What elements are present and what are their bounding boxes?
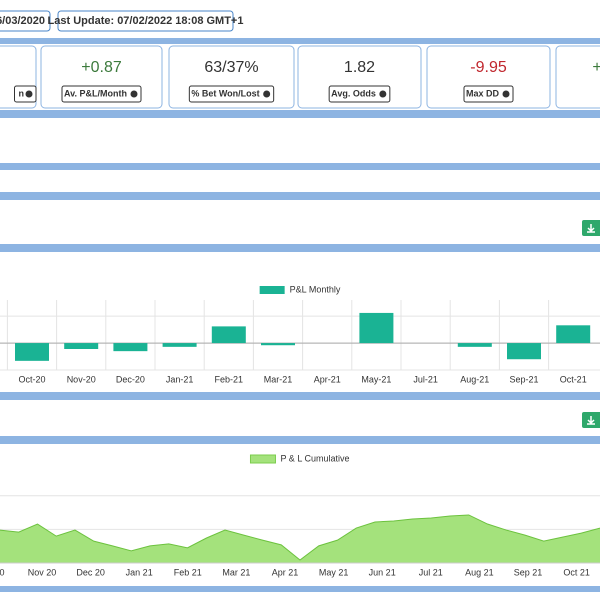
x-tick-label: May 21: [319, 567, 349, 577]
bar: [64, 343, 99, 349]
info-icon: [379, 90, 387, 98]
stat-label-box: [188, 85, 275, 103]
band: [0, 38, 600, 44]
x-tick-label: Dec 20: [76, 567, 105, 577]
x-tick-label: Oct 21: [563, 567, 590, 577]
x-tick-label: Jul-21: [413, 374, 438, 384]
band: [0, 192, 600, 200]
x-tick-label: Mar 21: [222, 567, 250, 577]
bar: [15, 343, 49, 361]
stat-card: [555, 45, 600, 109]
area: [0, 514, 600, 563]
x-tick-label: May-21: [361, 374, 391, 384]
stat-label-box: [463, 85, 514, 103]
x-tick-label: Apr 21: [272, 567, 299, 577]
band: [0, 392, 600, 400]
stat-card: [168, 45, 295, 109]
legend-swatch: [259, 286, 285, 294]
area-line: [0, 514, 600, 561]
download-button[interactable]: [582, 220, 600, 236]
legend-label: P & L Cumulative: [280, 453, 349, 463]
bar: [507, 343, 541, 360]
bar: [457, 343, 492, 347]
bar: [261, 343, 295, 346]
bar: [556, 325, 591, 344]
legend-swatch: [249, 454, 276, 464]
x-tick-label: Jan-21: [166, 374, 194, 384]
download-icon: [587, 416, 595, 425]
bar: [359, 312, 394, 344]
last-update: Last Update: 07/02/2022 18:08 GMT+1: [48, 15, 244, 27]
band: [0, 110, 600, 118]
stat-value: +: [592, 59, 600, 76]
band: [0, 163, 600, 170]
bar: [113, 343, 148, 352]
x-tick-label: Feb-21: [215, 374, 244, 384]
x-tick-label: Jun 21: [369, 567, 396, 577]
band: [0, 586, 600, 592]
info-icon: [25, 90, 33, 98]
stat-card: [0, 45, 37, 109]
x-tick-label: Sep-21: [509, 374, 538, 384]
x-tick-label: Feb 21: [174, 567, 202, 577]
x-tick-label: 0: [0, 567, 5, 577]
x-tick-label: Dec-20: [116, 374, 145, 384]
x-tick-label: Aug-21: [460, 374, 489, 384]
stat-card: [297, 45, 422, 109]
x-tick-label: Apr-21: [314, 374, 341, 384]
stat-value: -9.95: [470, 59, 507, 76]
x-tick-label: Oct-20: [18, 374, 45, 384]
stat-card: [40, 45, 163, 109]
stat-label: % Bet Won/Lost: [191, 88, 259, 98]
bands: [0, 38, 600, 592]
stat-label: Av. P&L/Month: [64, 88, 127, 98]
since: 6/03/2020: [0, 15, 45, 27]
info-icon: [263, 90, 271, 98]
stat-label: Avg. Odds: [331, 88, 376, 98]
stat-label-box: [328, 85, 391, 103]
stat-value: 1.82: [344, 59, 375, 76]
x-tick-label: Nov-20: [67, 374, 96, 384]
x-tick-label: Jul 21: [419, 567, 443, 577]
stat-value: 63/37%: [204, 59, 258, 76]
stat-label: Max DD: [466, 88, 500, 98]
download-button[interactable]: [582, 412, 600, 428]
band: [0, 436, 600, 444]
x-tick-label: Oct-21: [560, 374, 587, 384]
stat-label-box: [14, 85, 37, 103]
stat-label-box: [61, 85, 142, 103]
x-tick-label: Sep 21: [514, 567, 543, 577]
x-tick-label: Jan 21: [126, 567, 153, 577]
bar: [211, 326, 246, 344]
since-box: [0, 10, 51, 32]
stat-label: n: [19, 88, 25, 98]
x-tick-label: Aug 21: [465, 567, 494, 577]
band: [0, 244, 600, 252]
x-tick-label: Nov 20: [28, 567, 57, 577]
info-icon: [130, 90, 138, 98]
bar: [162, 343, 197, 347]
x-tick-label: Mar-21: [264, 374, 293, 384]
stat-card: [426, 45, 551, 109]
last-update-box: [57, 10, 234, 32]
download-icon: [587, 224, 595, 233]
stat-value: +0.87: [81, 59, 122, 76]
info-icon: [502, 90, 510, 98]
legend-label: P&L Monthly: [290, 284, 341, 294]
